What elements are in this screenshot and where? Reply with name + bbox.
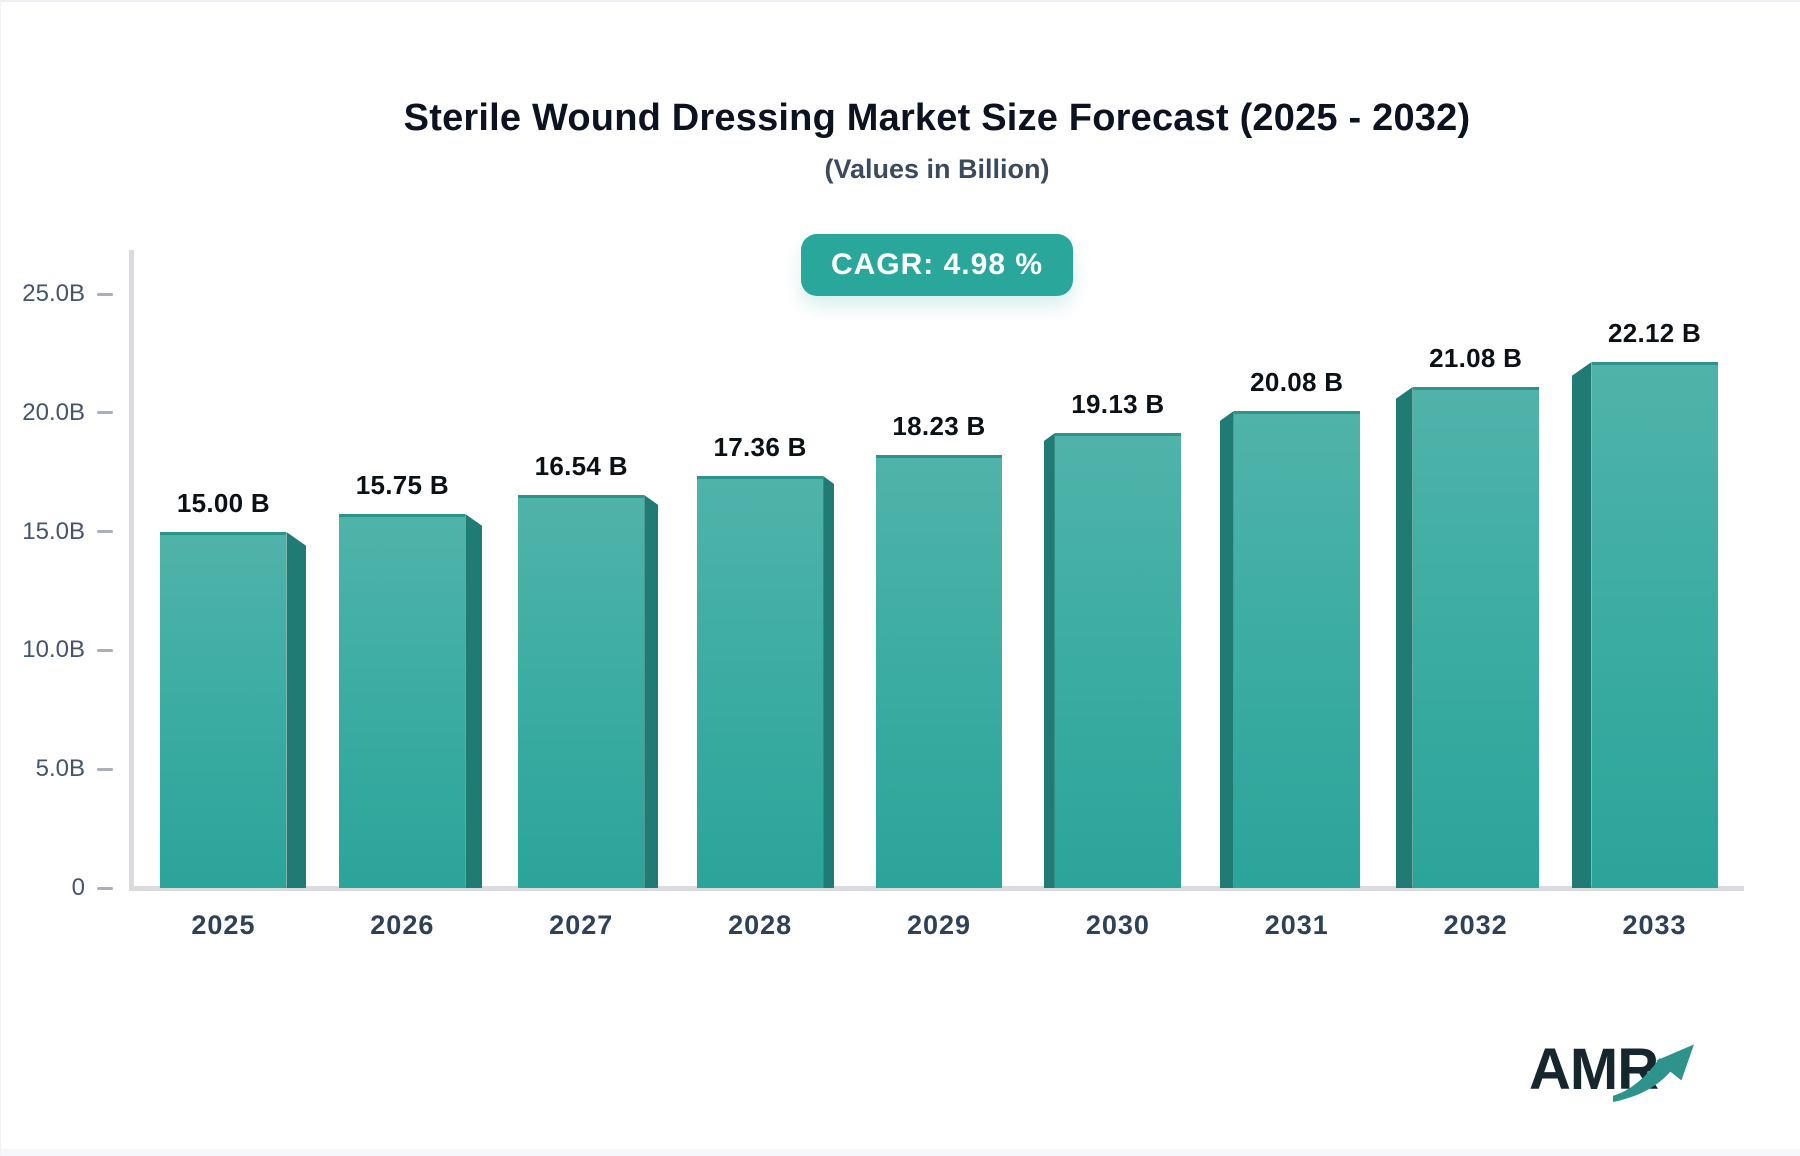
- y-axis-tick-label: 20.0B: [22, 398, 85, 426]
- y-axis-tick-dash: [97, 411, 113, 415]
- bar-face: [1054, 433, 1181, 888]
- y-axis-tick-label: 5.0B: [35, 755, 85, 783]
- bar-3d-side: [1043, 433, 1055, 888]
- bar-3d-side: [286, 532, 307, 888]
- bar-3d-side: [1395, 387, 1413, 888]
- y-axis-tick-label: 15.0B: [22, 517, 85, 545]
- bar-value-label: 20.08 B: [1250, 367, 1344, 397]
- bar-value-label: 19.13 B: [1071, 389, 1165, 419]
- bar-value-label: 15.00 B: [176, 488, 271, 518]
- chart-header: Sterile Wound Dressing Market Size Forec…: [73, 0, 1800, 296]
- y-axis-tick-label: 0: [71, 874, 85, 901]
- bar-3d-side: [823, 476, 835, 888]
- x-axis-label-2026: 2026: [370, 910, 435, 940]
- bar-face: [697, 476, 824, 888]
- bar-value-label: 22.12 B: [1607, 318, 1702, 348]
- y-axis-tick-dash: [97, 530, 113, 534]
- bar-face: [1412, 387, 1539, 888]
- bar-value-label: 21.08 B: [1429, 343, 1523, 373]
- y-axis-tick-label: 10.0B: [22, 636, 85, 664]
- y-axis-tick-dash: [97, 648, 113, 652]
- bar-2026: [339, 514, 483, 888]
- page-top-border: [1, 0, 1800, 2]
- bar-2032: [1395, 387, 1539, 888]
- x-axis-label-2027: 2027: [549, 910, 614, 940]
- bar-3d-side: [1219, 411, 1234, 888]
- bar-3d-side: [465, 514, 483, 888]
- x-axis-label-2028: 2028: [728, 910, 793, 940]
- bar-value-label: 17.36 B: [713, 432, 807, 462]
- x-axis-label-2032: 2032: [1443, 910, 1508, 940]
- page-bottom-border: [1, 1149, 1800, 1156]
- bar-2031: [1219, 411, 1360, 888]
- bar-2027: [518, 495, 659, 888]
- bar-2033: [1571, 362, 1718, 888]
- bar-face: [518, 495, 645, 888]
- cagr-badge: CAGR: 4.98 %: [800, 234, 1074, 296]
- bar-2028: [697, 476, 835, 888]
- bar-face: [160, 532, 287, 888]
- bar-face: [1591, 362, 1718, 888]
- trend-up-arrow-icon: [1613, 1044, 1694, 1102]
- chart-title: Sterile Wound Dressing Market Size Forec…: [403, 97, 1471, 139]
- chart-subtitle: (Values in Billion): [824, 154, 1050, 184]
- x-axis-label-2030: 2030: [1085, 910, 1150, 940]
- bar-value-label: 18.23 B: [892, 411, 986, 441]
- bar-face: [876, 455, 1002, 888]
- y-axis-line: [129, 250, 134, 888]
- x-axis-label-2029: 2029: [906, 910, 972, 940]
- y-axis-tick-dash: [97, 767, 113, 771]
- y-axis-tick-dash: [97, 292, 113, 296]
- bar-2030: [1043, 433, 1181, 888]
- amr-logo: AMR: [1529, 1038, 1719, 1122]
- x-axis-label-2031: 2031: [1264, 910, 1329, 940]
- y-axis-tick-dash: [97, 886, 113, 890]
- bar-3d-side: [1571, 362, 1592, 888]
- bar-value-label: 16.54 B: [534, 451, 628, 481]
- x-axis-label-2033: 2033: [1622, 910, 1687, 940]
- bar-2029: [876, 455, 1002, 888]
- bar-3d-side: [644, 495, 659, 888]
- y-axis-tick-label: 25.0B: [22, 280, 85, 307]
- bar-face: [339, 514, 466, 888]
- bar-value-label: 15.75 B: [355, 470, 449, 500]
- bar-face: [1233, 411, 1360, 888]
- bar-2025: [160, 532, 307, 888]
- x-axis-baseline: [129, 886, 1744, 891]
- x-axis-label-2025: 2025: [191, 910, 256, 940]
